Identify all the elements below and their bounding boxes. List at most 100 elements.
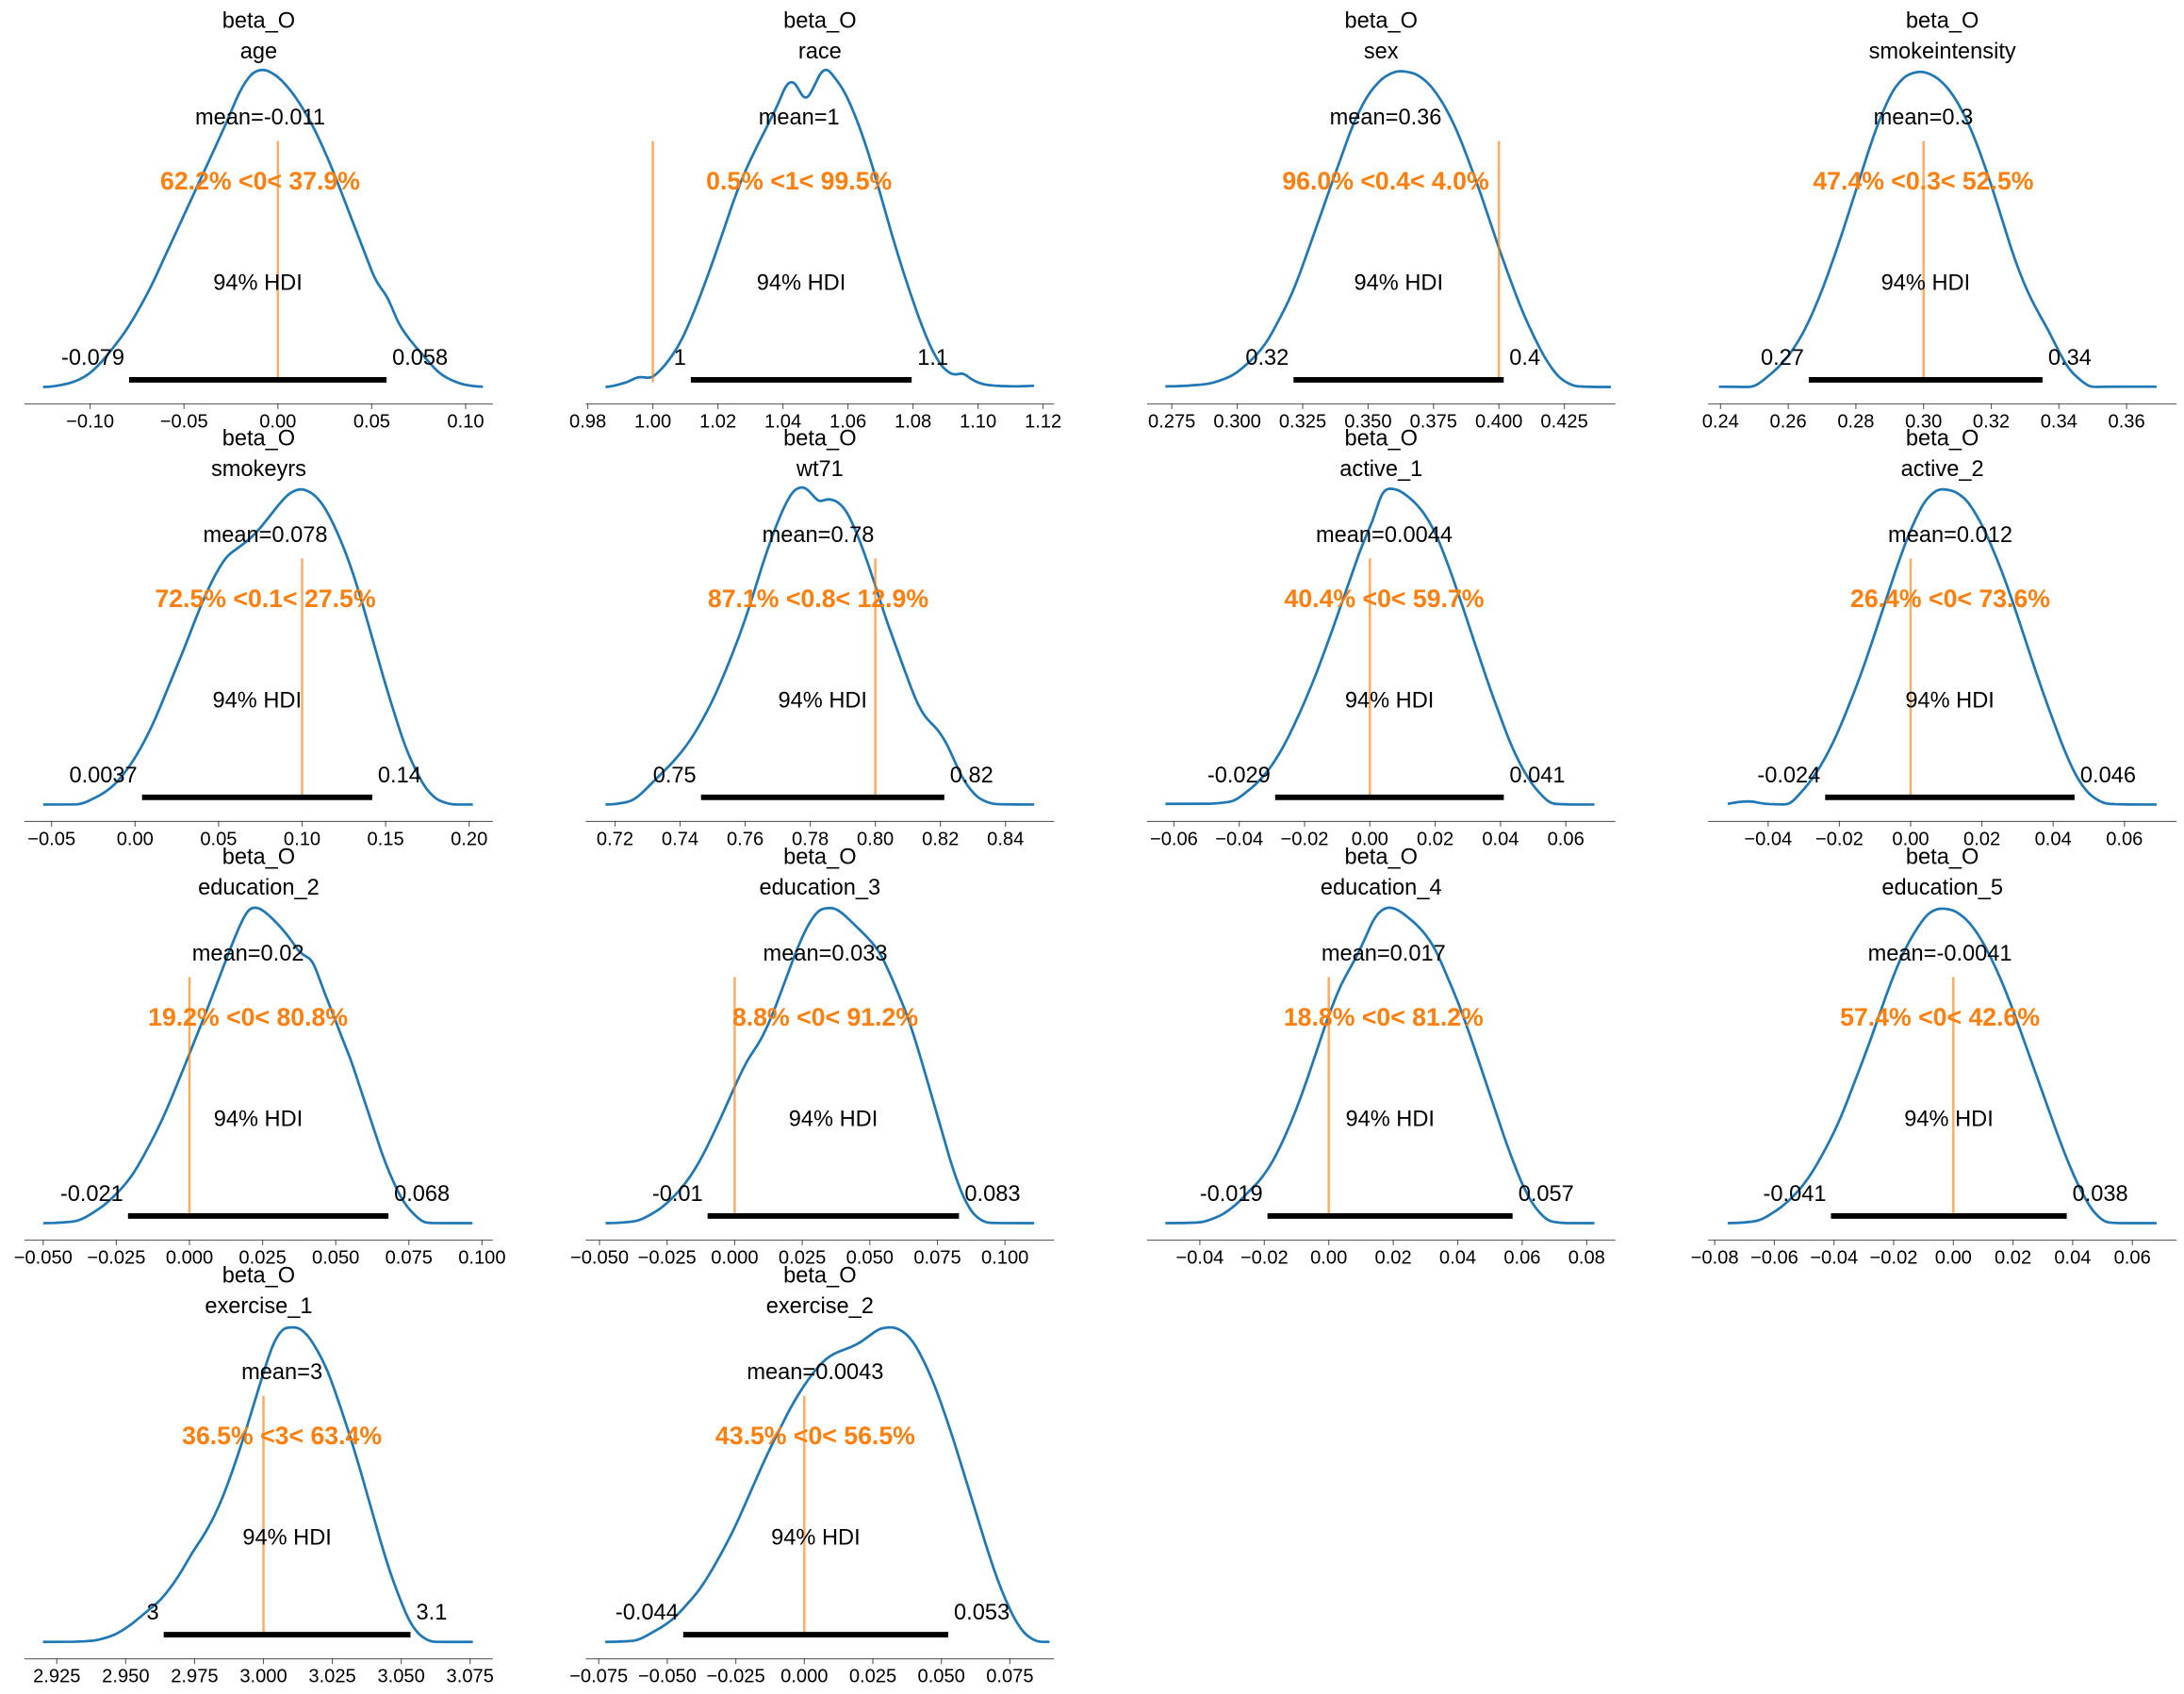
svg-text:8.8% <0< 91.2%: 8.8% <0< 91.2% bbox=[732, 1003, 918, 1031]
svg-text:0.74: 0.74 bbox=[662, 829, 698, 849]
svg-text:0.26: 0.26 bbox=[1770, 412, 1807, 433]
svg-text:57.4% <0< 42.6%: 57.4% <0< 42.6% bbox=[1840, 1003, 2040, 1031]
svg-text:1.04: 1.04 bbox=[764, 412, 801, 433]
svg-text:mean=-0.0041: mean=-0.0041 bbox=[1868, 942, 2012, 966]
svg-text:0.075: 0.075 bbox=[986, 1667, 1033, 1687]
svg-text:94% HDI: 94% HDI bbox=[1345, 1108, 1434, 1132]
svg-text:0.075: 0.075 bbox=[913, 1248, 961, 1269]
svg-text:1.1: 1.1 bbox=[917, 346, 948, 370]
svg-text:0.000: 0.000 bbox=[166, 1248, 213, 1269]
svg-text:0.300: 0.300 bbox=[1213, 412, 1260, 433]
svg-text:−0.02: −0.02 bbox=[1870, 1248, 1918, 1269]
svg-text:0.4: 0.4 bbox=[1509, 346, 1540, 370]
svg-text:0.32: 0.32 bbox=[1245, 346, 1289, 370]
svg-text:0.04: 0.04 bbox=[1439, 1248, 1476, 1269]
svg-text:−0.075: −0.075 bbox=[569, 1667, 628, 1687]
svg-text:mean=-0.011: mean=-0.011 bbox=[195, 106, 325, 130]
svg-text:94% HDI: 94% HDI bbox=[771, 1526, 860, 1551]
svg-text:0.275: 0.275 bbox=[1148, 412, 1195, 433]
svg-text:education_5: education_5 bbox=[1881, 876, 2003, 900]
svg-text:43.5% <0< 56.5%: 43.5% <0< 56.5% bbox=[715, 1422, 915, 1450]
svg-text:0.025: 0.025 bbox=[238, 1248, 286, 1269]
svg-text:1: 1 bbox=[674, 346, 686, 370]
svg-text:0.00: 0.00 bbox=[1352, 829, 1388, 849]
svg-text:62.2% <0< 37.9%: 62.2% <0< 37.9% bbox=[160, 167, 360, 195]
svg-text:mean=1: mean=1 bbox=[759, 106, 840, 130]
svg-text:0.10: 0.10 bbox=[447, 412, 484, 433]
svg-text:-0.01: -0.01 bbox=[652, 1182, 703, 1207]
svg-text:0.30: 0.30 bbox=[1905, 412, 1942, 433]
svg-text:0.36: 0.36 bbox=[2109, 412, 2145, 433]
svg-text:-0.079: -0.079 bbox=[61, 346, 124, 370]
svg-text:0.06: 0.06 bbox=[2106, 829, 2143, 849]
svg-text:0.24: 0.24 bbox=[1702, 412, 1739, 433]
svg-text:0.75: 0.75 bbox=[653, 764, 697, 788]
svg-text:0.050: 0.050 bbox=[846, 1248, 894, 1269]
svg-text:0.10: 0.10 bbox=[284, 829, 320, 849]
svg-text:−0.050: −0.050 bbox=[14, 1248, 73, 1269]
svg-text:3: 3 bbox=[147, 1601, 159, 1625]
svg-text:19.2% <0< 80.8%: 19.2% <0< 80.8% bbox=[148, 1003, 348, 1031]
svg-text:−0.04: −0.04 bbox=[1215, 829, 1263, 849]
svg-text:beta_O: beta_O bbox=[783, 1264, 856, 1289]
svg-text:0.000: 0.000 bbox=[780, 1667, 828, 1687]
svg-text:0.00: 0.00 bbox=[259, 412, 296, 433]
svg-text:−0.02: −0.02 bbox=[1281, 829, 1329, 849]
svg-text:−0.050: −0.050 bbox=[638, 1667, 697, 1687]
svg-text:3.000: 3.000 bbox=[239, 1667, 287, 1687]
svg-text:mean=0.0044: mean=0.0044 bbox=[1316, 523, 1453, 548]
svg-text:2.975: 2.975 bbox=[171, 1667, 218, 1687]
svg-text:94% HDI: 94% HDI bbox=[1881, 271, 1970, 296]
svg-text:−0.02: −0.02 bbox=[1815, 829, 1864, 849]
svg-text:mean=0.017: mean=0.017 bbox=[1322, 942, 1446, 966]
svg-text:0.98: 0.98 bbox=[569, 412, 606, 433]
svg-text:−0.10: −0.10 bbox=[66, 412, 114, 433]
svg-text:0.350: 0.350 bbox=[1344, 412, 1391, 433]
svg-text:0.15: 0.15 bbox=[368, 829, 404, 849]
svg-text:exercise_1: exercise_1 bbox=[205, 1294, 312, 1319]
svg-text:−0.06: −0.06 bbox=[1750, 1248, 1798, 1269]
svg-text:mean=0.02: mean=0.02 bbox=[192, 942, 304, 966]
svg-text:0.0037: 0.0037 bbox=[69, 764, 137, 788]
svg-text:-0.024: -0.024 bbox=[1757, 764, 1820, 788]
svg-text:0.32: 0.32 bbox=[1973, 412, 2010, 433]
svg-text:94% HDI: 94% HDI bbox=[1345, 688, 1434, 713]
svg-text:0.08: 0.08 bbox=[1568, 1248, 1605, 1269]
svg-text:0.00: 0.00 bbox=[1935, 1248, 1972, 1269]
svg-text:0.05: 0.05 bbox=[353, 412, 390, 433]
svg-text:−0.04: −0.04 bbox=[1810, 1248, 1858, 1269]
svg-text:education_3: education_3 bbox=[760, 876, 881, 900]
svg-text:0.100: 0.100 bbox=[981, 1248, 1028, 1269]
svg-text:0.80: 0.80 bbox=[857, 829, 894, 849]
svg-text:0.00: 0.00 bbox=[1892, 829, 1929, 849]
svg-text:87.1% <0.8< 12.9%: 87.1% <0.8< 12.9% bbox=[708, 584, 928, 613]
svg-text:3.075: 3.075 bbox=[447, 1667, 494, 1687]
svg-text:94% HDI: 94% HDI bbox=[213, 271, 302, 296]
svg-text:-0.019: -0.019 bbox=[1200, 1182, 1263, 1207]
svg-text:18.8% <0< 81.2%: 18.8% <0< 81.2% bbox=[1284, 1003, 1484, 1031]
svg-text:exercise_2: exercise_2 bbox=[766, 1294, 874, 1319]
svg-text:0.00: 0.00 bbox=[117, 829, 154, 849]
svg-text:0.04: 0.04 bbox=[2035, 829, 2072, 849]
svg-text:0.00: 0.00 bbox=[1310, 1248, 1347, 1269]
svg-text:smokeyrs: smokeyrs bbox=[211, 457, 306, 482]
svg-text:0.27: 0.27 bbox=[1761, 346, 1804, 370]
svg-text:active_2: active_2 bbox=[1901, 457, 1984, 482]
svg-text:0.02: 0.02 bbox=[1417, 829, 1453, 849]
svg-text:3.1: 3.1 bbox=[417, 1601, 448, 1625]
svg-text:0.083: 0.083 bbox=[964, 1182, 1020, 1207]
svg-text:-0.021: -0.021 bbox=[60, 1182, 123, 1207]
svg-text:−0.06: −0.06 bbox=[1150, 829, 1198, 849]
svg-text:0.050: 0.050 bbox=[312, 1248, 359, 1269]
svg-text:94% HDI: 94% HDI bbox=[789, 1108, 878, 1132]
svg-text:wt71: wt71 bbox=[796, 457, 844, 482]
svg-text:0.02: 0.02 bbox=[1375, 1248, 1412, 1269]
svg-text:beta_O: beta_O bbox=[1345, 9, 1418, 34]
svg-text:−0.025: −0.025 bbox=[638, 1248, 697, 1269]
svg-text:education_2: education_2 bbox=[198, 876, 320, 900]
svg-text:0.14: 0.14 bbox=[378, 764, 421, 788]
svg-text:94% HDI: 94% HDI bbox=[757, 271, 846, 296]
svg-text:0.041: 0.041 bbox=[1509, 764, 1565, 788]
svg-text:beta_O: beta_O bbox=[222, 426, 295, 451]
svg-text:mean=0.078: mean=0.078 bbox=[204, 523, 328, 548]
